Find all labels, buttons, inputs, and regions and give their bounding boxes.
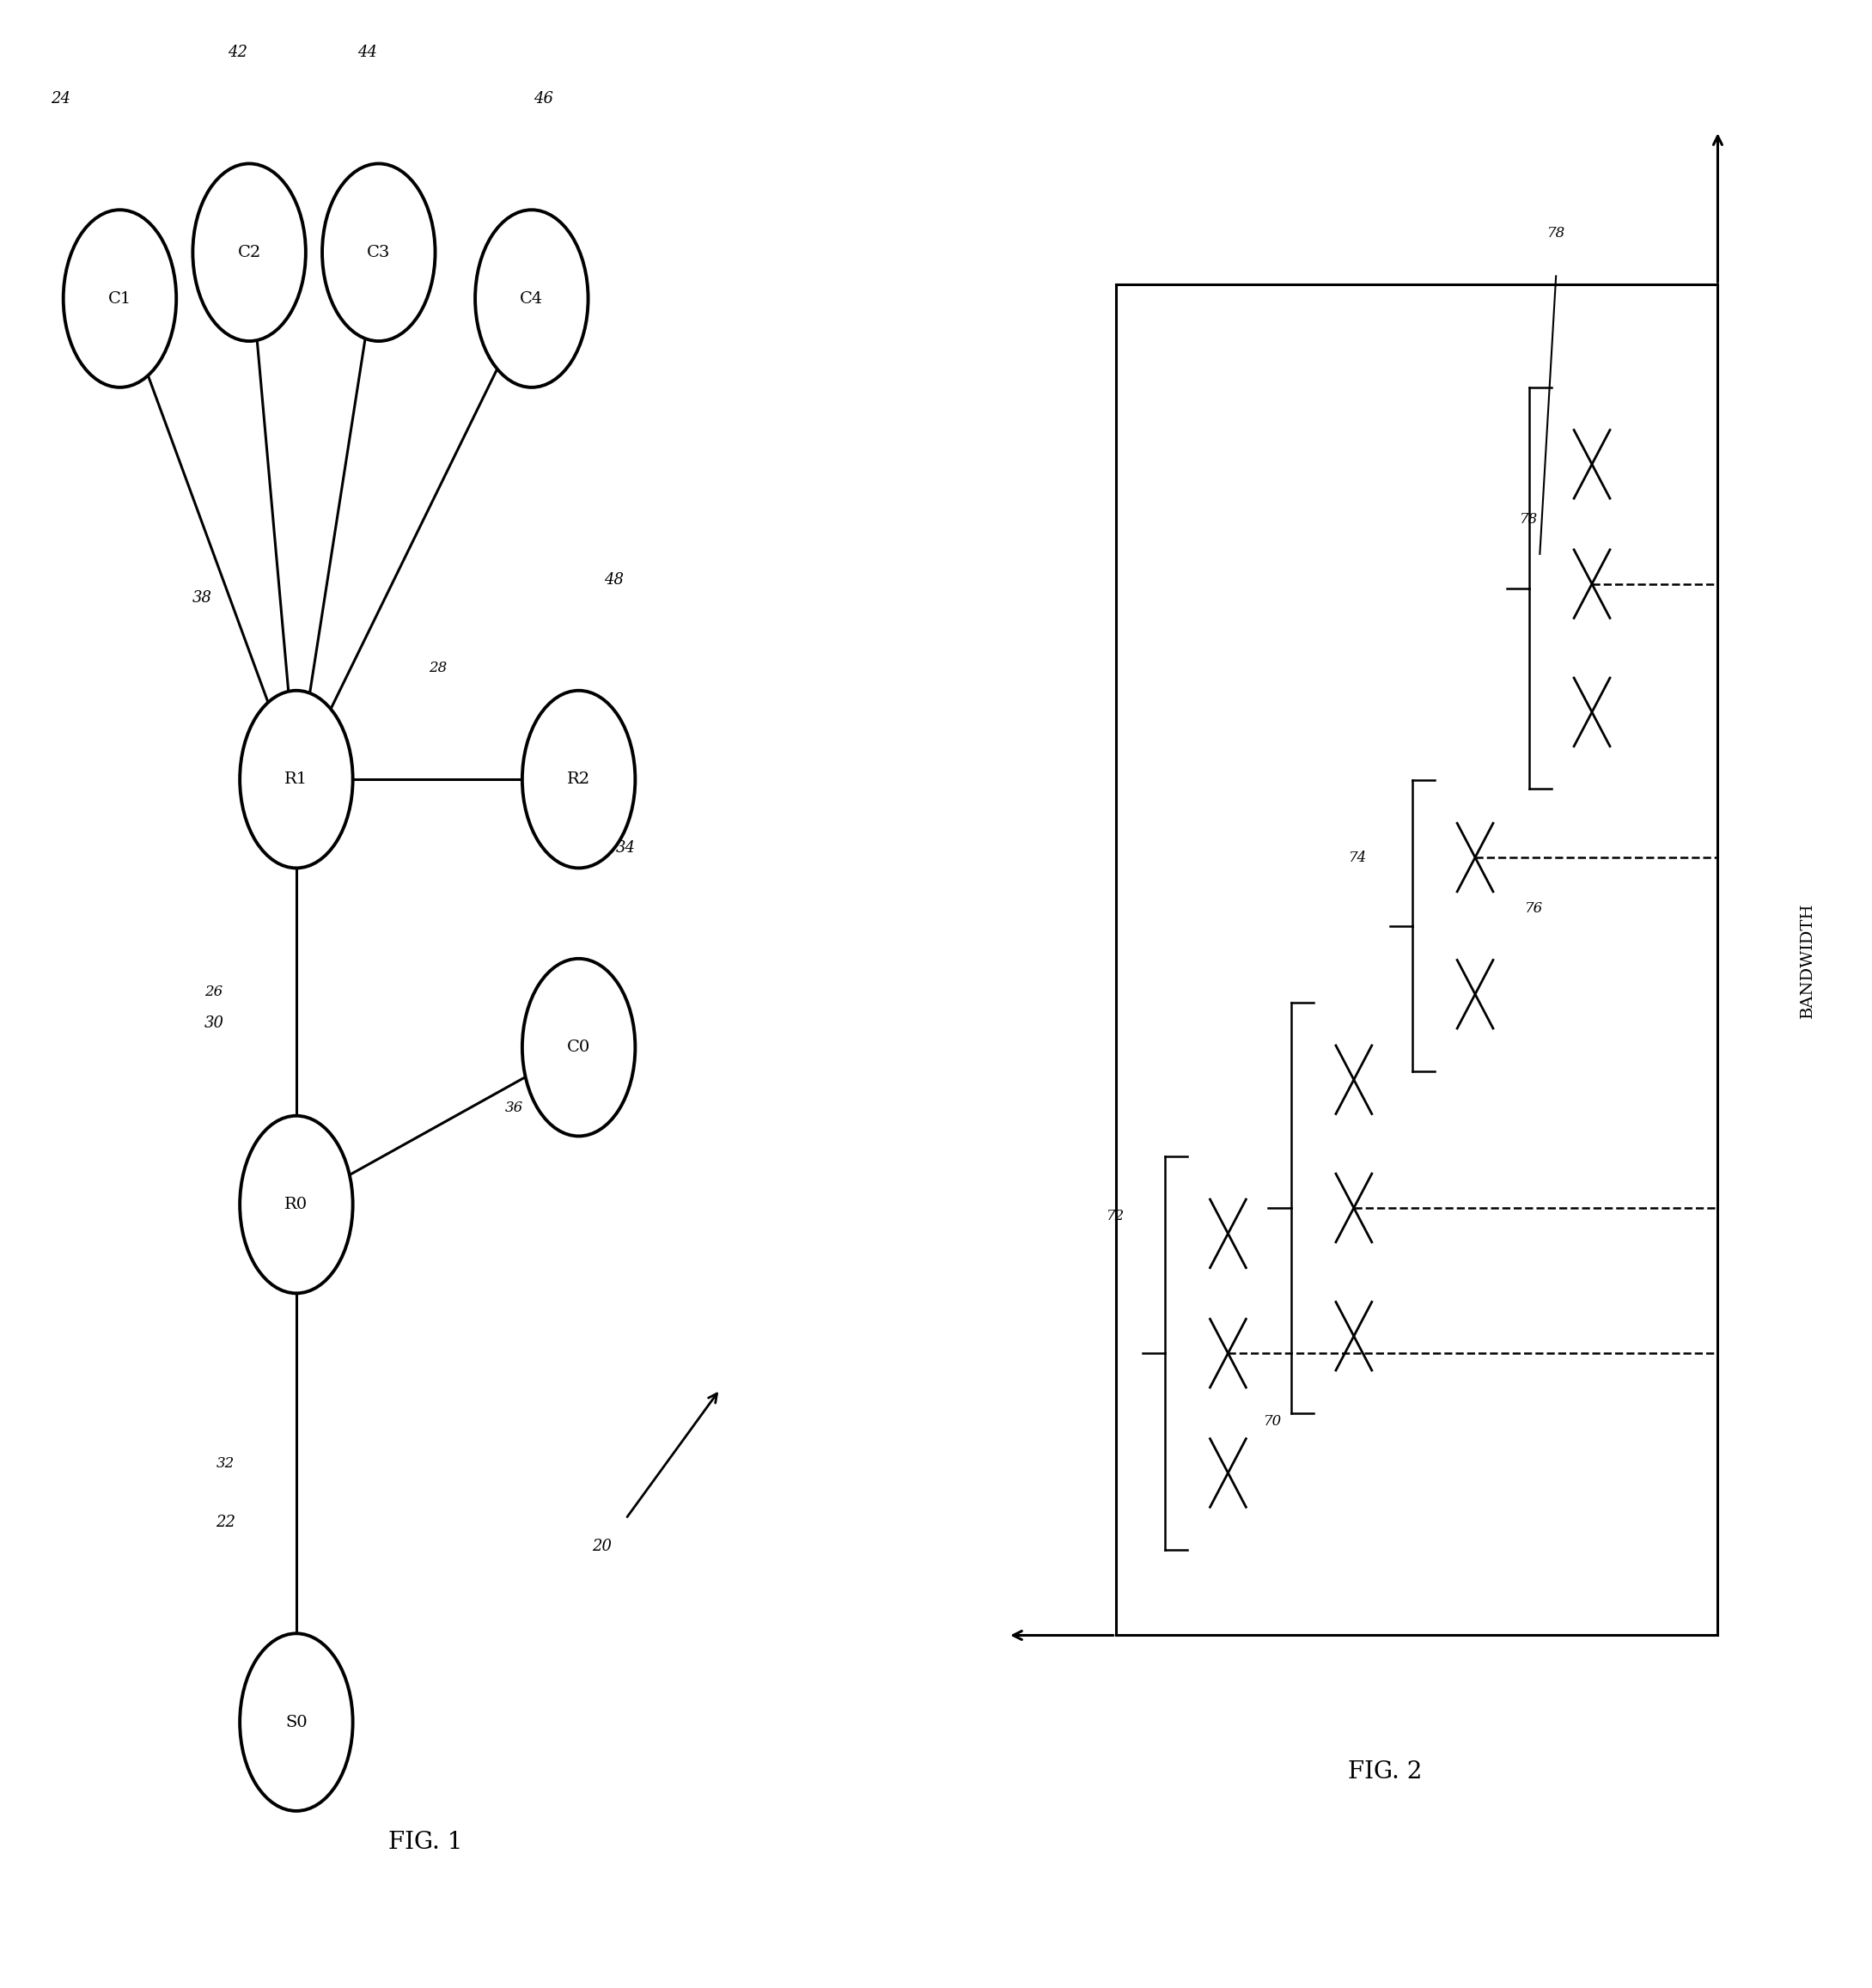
Text: C2: C2	[238, 245, 260, 260]
Text: 24: 24	[51, 91, 71, 107]
Circle shape	[240, 1115, 352, 1294]
Text: 42: 42	[228, 46, 247, 60]
Text: 30: 30	[204, 1016, 225, 1032]
Circle shape	[475, 211, 588, 388]
Text: 34: 34	[616, 841, 636, 855]
Text: C4: C4	[520, 290, 543, 306]
Text: 76: 76	[1524, 901, 1543, 916]
Text: 70: 70	[1264, 1413, 1282, 1429]
Text: S0: S0	[285, 1714, 307, 1730]
Text: 28: 28	[429, 662, 447, 676]
Text: 20: 20	[592, 1539, 612, 1555]
Text: C0: C0	[567, 1040, 590, 1056]
Circle shape	[240, 690, 352, 869]
Text: 22: 22	[215, 1515, 236, 1531]
Text: R1: R1	[285, 771, 309, 787]
Circle shape	[522, 690, 635, 869]
Text: FIG. 1: FIG. 1	[389, 1831, 462, 1855]
Text: 74: 74	[1350, 851, 1367, 865]
Text: 44: 44	[358, 46, 376, 60]
Circle shape	[64, 211, 176, 388]
Text: 26: 26	[204, 984, 223, 1000]
Text: 36: 36	[505, 1099, 522, 1115]
Text: 78: 78	[1520, 513, 1539, 527]
Text: 38: 38	[193, 590, 212, 606]
Circle shape	[240, 1634, 352, 1811]
Text: 48: 48	[605, 573, 623, 586]
Text: R2: R2	[567, 771, 590, 787]
Text: 72: 72	[1106, 1209, 1125, 1225]
Circle shape	[522, 958, 635, 1135]
Text: FIG. 2: FIG. 2	[1348, 1761, 1423, 1783]
Text: 78: 78	[1546, 227, 1565, 241]
Text: 46: 46	[534, 91, 554, 107]
Text: BANDWIDTH: BANDWIDTH	[1799, 903, 1816, 1018]
Circle shape	[193, 163, 305, 342]
Text: 32: 32	[217, 1455, 234, 1471]
Text: C1: C1	[109, 290, 131, 306]
Circle shape	[322, 163, 434, 342]
Text: R0: R0	[285, 1197, 309, 1213]
Text: C3: C3	[367, 245, 391, 260]
